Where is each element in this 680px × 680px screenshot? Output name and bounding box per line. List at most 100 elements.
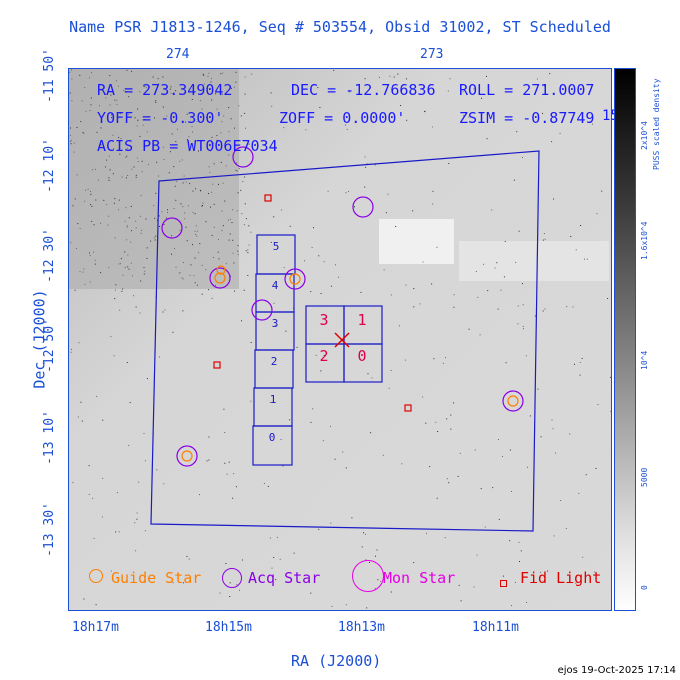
background-star	[194, 282, 196, 284]
info-dec: DEC = -12.766836	[291, 81, 436, 99]
s-ccd-label-1: 1	[357, 311, 366, 329]
background-star	[103, 199, 105, 201]
background-star	[71, 100, 73, 102]
background-star	[515, 262, 517, 263]
background-star	[555, 452, 557, 454]
dec-tick-2: -12 10'	[41, 138, 57, 193]
background-star	[518, 541, 520, 543]
background-star	[323, 354, 325, 356]
background-star	[137, 119, 139, 121]
background-star	[141, 160, 143, 162]
acq-star-6	[251, 299, 273, 321]
background-star	[228, 154, 230, 156]
dec-tick-6: -13 30'	[41, 502, 57, 557]
background-star	[176, 180, 178, 182]
background-star	[116, 492, 118, 494]
background-star	[422, 261, 424, 263]
background-star	[89, 77, 90, 79]
background-star	[218, 258, 220, 260]
acq-star-8	[176, 445, 198, 467]
background-star	[244, 112, 246, 114]
background-star	[228, 107, 230, 109]
background-star	[72, 482, 74, 484]
background-star	[135, 550, 137, 552]
background-star	[244, 93, 246, 95]
background-star	[248, 225, 250, 227]
background-star	[515, 581, 516, 583]
background-star	[522, 283, 523, 285]
background-star	[95, 199, 97, 201]
background-star	[142, 124, 144, 126]
background-star	[276, 536, 278, 538]
background-star	[70, 139, 72, 141]
background-star	[194, 257, 196, 259]
background-star	[280, 439, 282, 440]
background-star	[575, 582, 577, 584]
background-star	[351, 517, 353, 519]
background-star	[273, 216, 275, 218]
background-star	[203, 74, 205, 76]
background-star	[97, 179, 99, 181]
background-star	[553, 198, 554, 200]
ccd-s0	[343, 343, 383, 383]
background-star	[83, 268, 85, 270]
background-star	[110, 570, 112, 572]
background-star	[91, 220, 93, 222]
background-star	[115, 531, 117, 533]
background-star	[71, 348, 72, 350]
background-star	[187, 205, 189, 207]
background-star	[364, 78, 366, 80]
background-star	[112, 173, 114, 175]
background-star	[437, 431, 439, 432]
background-star	[131, 230, 133, 232]
guide-star-9	[216, 265, 226, 275]
background-star	[475, 271, 477, 272]
background-star	[108, 267, 110, 269]
background-star	[127, 175, 129, 176]
background-star	[182, 582, 184, 584]
background-star	[491, 209, 493, 211]
background-star	[283, 267, 285, 269]
background-star	[70, 143, 72, 145]
background-star	[323, 261, 325, 263]
background-star	[496, 262, 498, 264]
background-star	[140, 229, 142, 231]
background-star	[101, 516, 103, 518]
background-star	[93, 224, 95, 226]
y-axis-label: Dec (J2000)	[30, 289, 49, 389]
background-star	[84, 200, 86, 202]
background-star	[360, 291, 362, 293]
background-star	[551, 419, 553, 421]
background-star	[250, 231, 252, 233]
background-star	[114, 298, 116, 300]
background-star	[163, 158, 165, 160]
background-star	[127, 114, 129, 115]
background-star	[182, 310, 184, 312]
background-star	[90, 190, 91, 192]
background-star	[100, 127, 102, 129]
background-star	[494, 267, 496, 269]
background-star	[108, 215, 110, 217]
background-star	[383, 269, 385, 271]
background-star	[167, 212, 168, 213]
background-star	[549, 73, 551, 75]
background-star	[492, 487, 494, 489]
background-star	[235, 486, 237, 488]
background-star	[119, 309, 121, 311]
background-star	[199, 494, 200, 496]
background-star	[100, 272, 102, 274]
background-star	[219, 592, 221, 594]
background-star	[120, 263, 121, 265]
bright-patch-2	[459, 241, 609, 281]
background-star	[575, 249, 577, 251]
background-star	[422, 396, 424, 398]
background-star	[133, 295, 135, 297]
background-star	[180, 203, 182, 205]
background-star	[114, 198, 116, 200]
s-ccd-label-3: 3	[319, 311, 328, 329]
legend-acq-symbol	[222, 568, 242, 588]
background-star	[310, 291, 312, 293]
s-ccd-label-2: 2	[319, 347, 328, 365]
background-star	[542, 310, 544, 312]
background-star	[112, 134, 114, 136]
